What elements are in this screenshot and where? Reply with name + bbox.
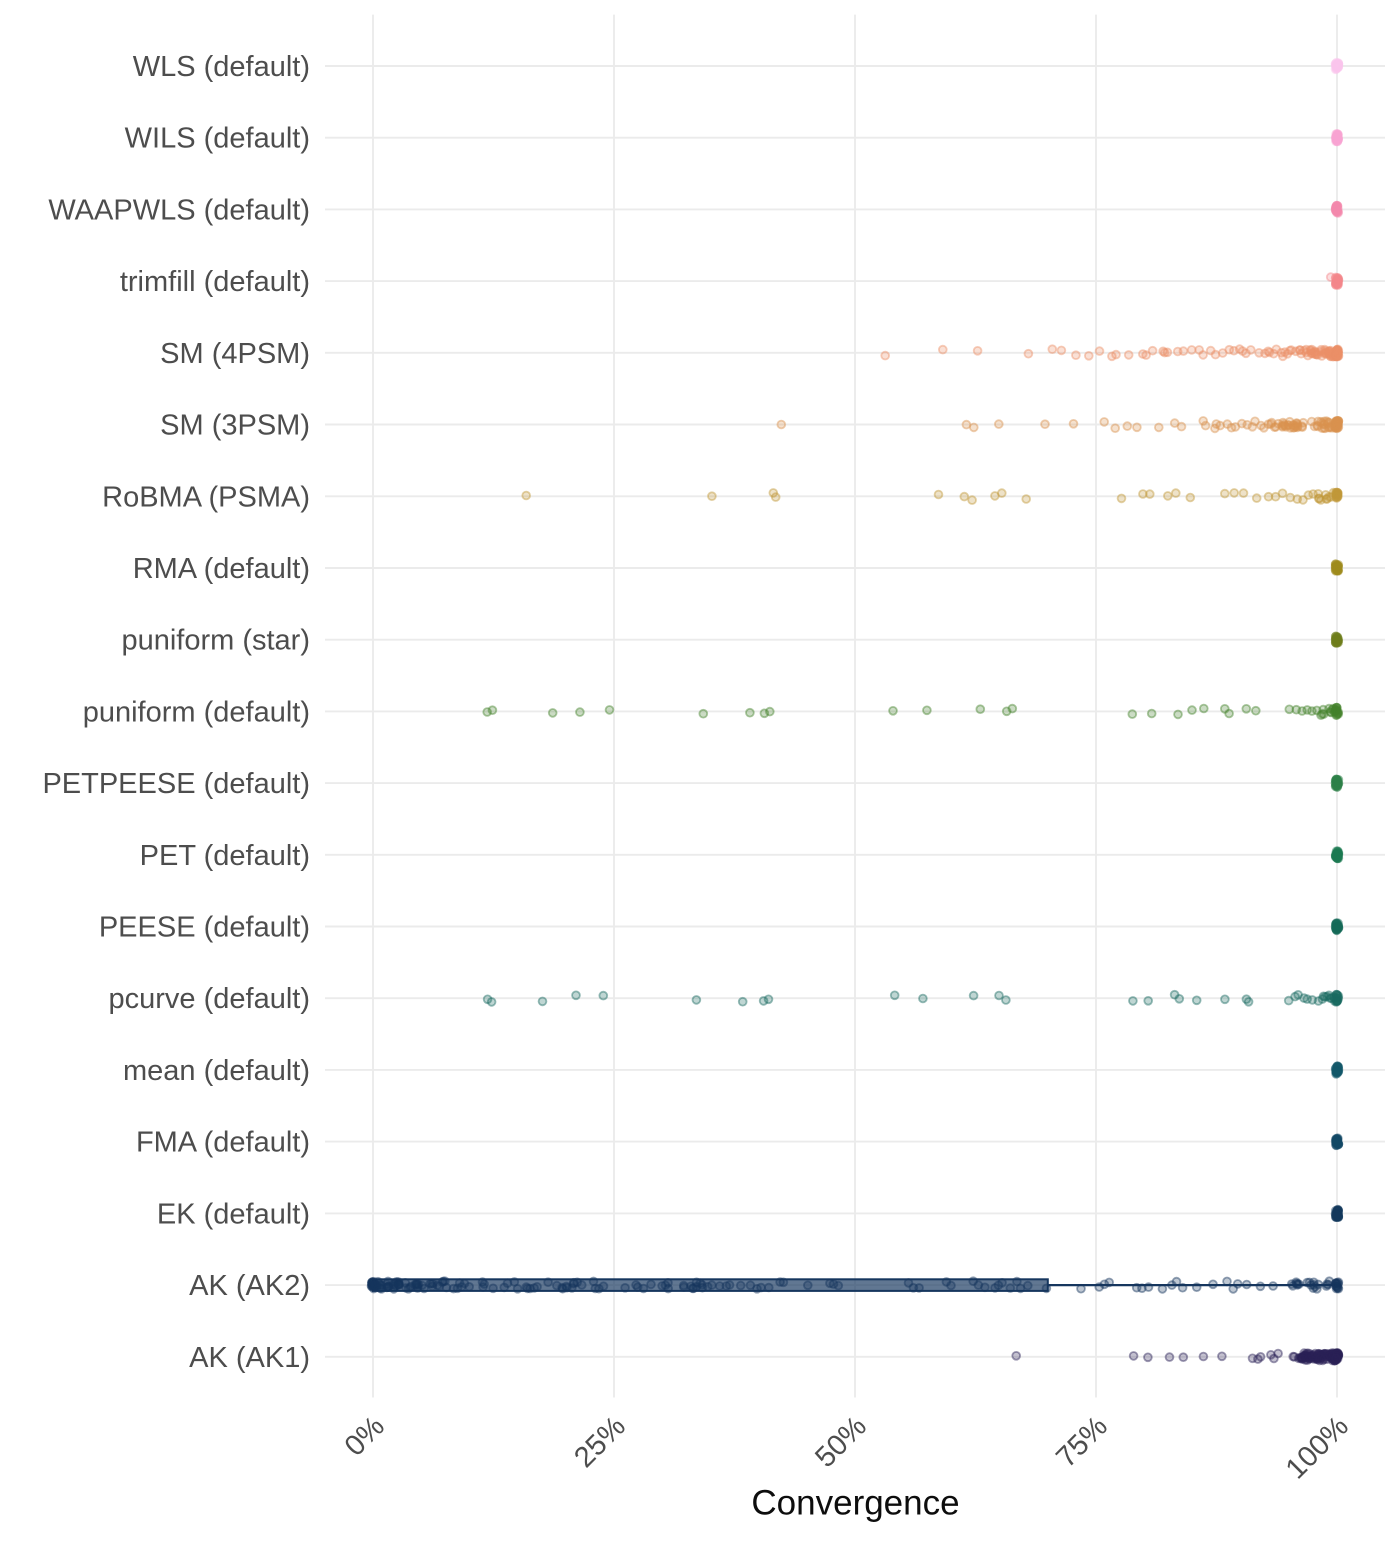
svg-text:trimfill (default): trimfill (default) [120, 266, 310, 298]
svg-text:PET (default): PET (default) [140, 840, 310, 872]
svg-text:mean (default): mean (default) [123, 1055, 310, 1087]
svg-text:RMA (default): RMA (default) [133, 553, 310, 585]
svg-text:WAAPWLS (default): WAAPWLS (default) [48, 194, 310, 226]
svg-text:puniform (default): puniform (default) [83, 696, 310, 728]
svg-text:puniform (star): puniform (star) [121, 625, 310, 657]
svg-text:SM (3PSM): SM (3PSM) [160, 410, 310, 442]
svg-text:Convergence: Convergence [751, 1484, 959, 1523]
svg-text:EK (default): EK (default) [157, 1198, 310, 1230]
svg-text:WLS (default): WLS (default) [133, 51, 310, 83]
svg-text:pcurve (default): pcurve (default) [109, 983, 311, 1015]
svg-text:SM (4PSM): SM (4PSM) [160, 338, 310, 370]
svg-text:AK (AK1): AK (AK1) [189, 1342, 310, 1374]
svg-text:RoBMA (PSMA): RoBMA (PSMA) [102, 481, 310, 513]
svg-text:PETPEESE (default): PETPEESE (default) [42, 768, 310, 800]
svg-text:FMA (default): FMA (default) [136, 1127, 310, 1159]
svg-text:AK (AK2): AK (AK2) [189, 1270, 310, 1302]
svg-text:PEESE (default): PEESE (default) [99, 912, 310, 944]
svg-text:WILS (default): WILS (default) [125, 123, 310, 155]
